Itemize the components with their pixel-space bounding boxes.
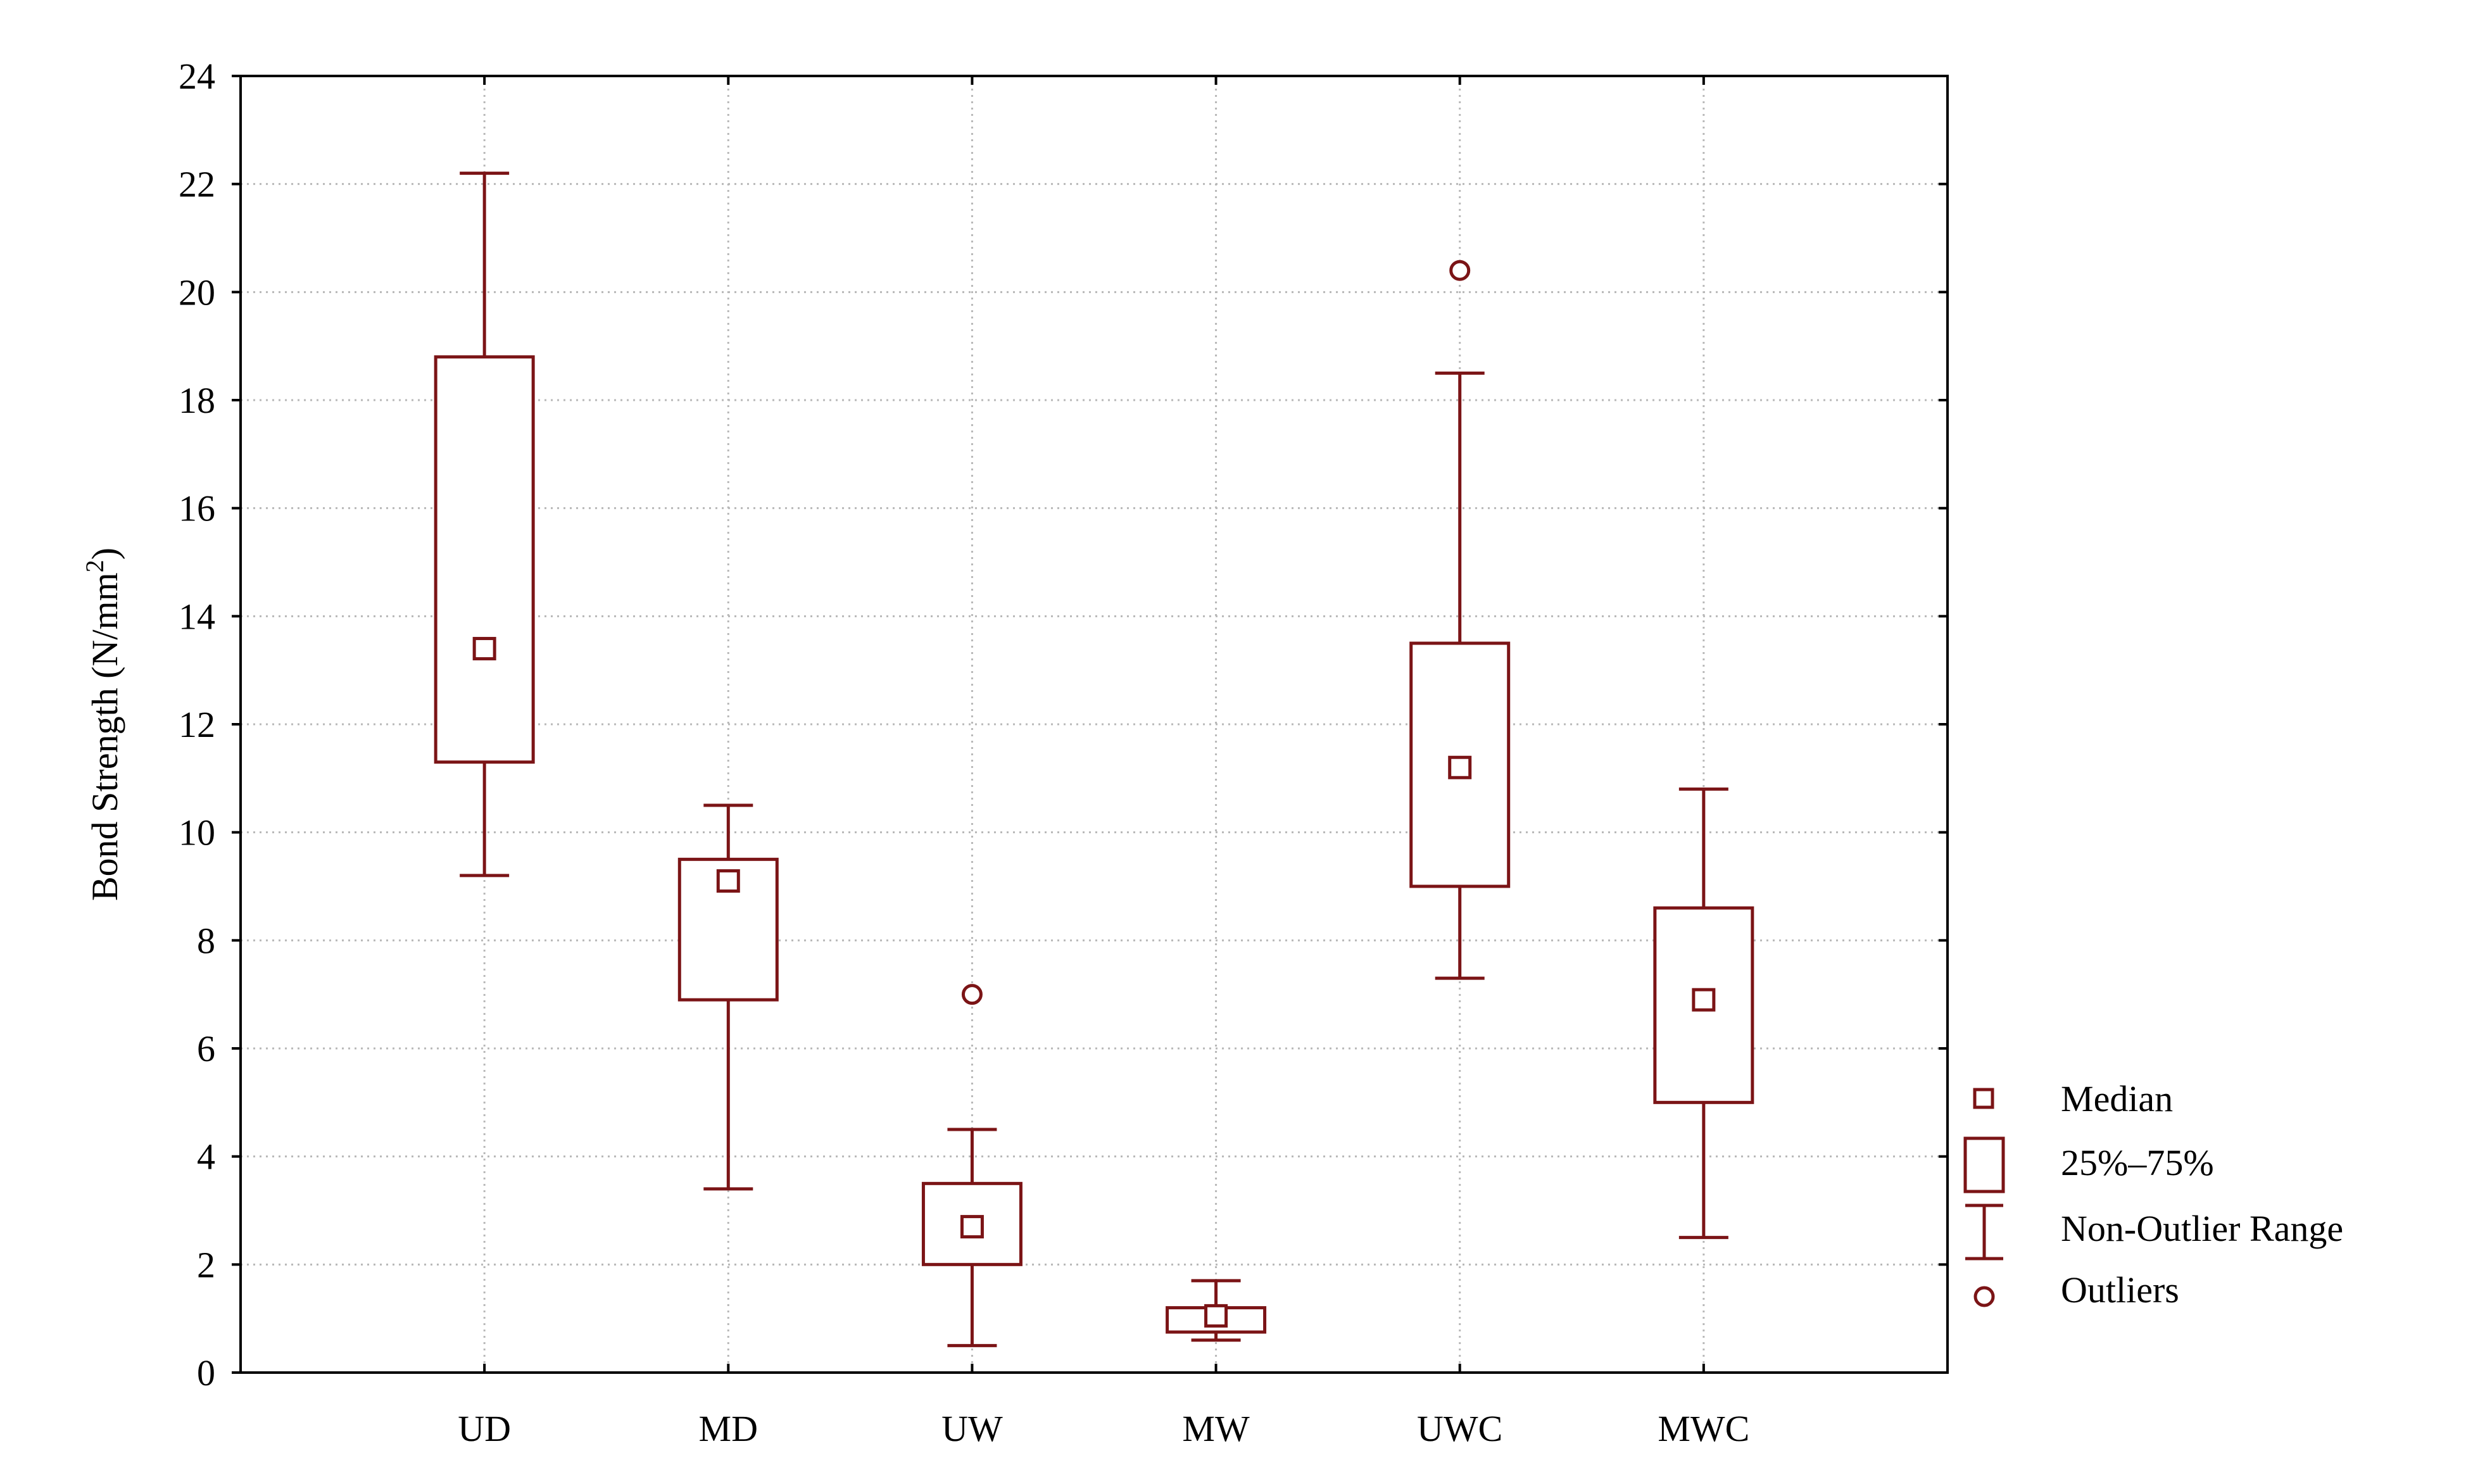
legend-median-icon	[1973, 1088, 1994, 1109]
box-ud	[434, 172, 535, 877]
x-tick-label-mw: MW	[1182, 1408, 1250, 1449]
legend: Median 25%–75% Non-Outlier Range Outlier…	[1963, 1078, 2343, 1311]
box-uw	[921, 984, 1023, 1347]
x-axis: UD MD UW MW UWC MWC	[458, 76, 1749, 1449]
x-tick-label-uw: UW	[941, 1408, 1003, 1449]
median-marker	[960, 1215, 984, 1239]
box-mw	[1166, 1279, 1267, 1342]
legend-outlier-label: Outliers	[2061, 1269, 2179, 1311]
y-tick-label: 20	[179, 272, 215, 313]
legend-range-label: Non-Outlier Range	[2061, 1208, 2343, 1249]
median-marker	[716, 869, 740, 893]
x-tick-label-md: MD	[699, 1408, 758, 1449]
y-tick-label: 24	[179, 56, 215, 97]
legend-box-icon	[1963, 1136, 2005, 1193]
median-marker	[1692, 988, 1716, 1012]
median-marker	[1448, 755, 1472, 779]
x-tick-label-uwc: UWC	[1417, 1408, 1502, 1449]
x-tick-label-ud: UD	[458, 1408, 511, 1449]
y-tick-label: 6	[197, 1028, 215, 1069]
y-axis-label-superscript: 2	[80, 560, 109, 572]
y-tick-label: 16	[179, 488, 215, 529]
boxes	[434, 172, 1754, 1347]
y-tick-label: 12	[179, 704, 215, 745]
y-axis-label-suffix: )	[84, 548, 125, 560]
box-uwc	[1409, 260, 1511, 980]
y-tick-label: 14	[179, 596, 215, 637]
y-axis-label-main: Bond Strength (N/mm	[84, 572, 125, 901]
y-tick-label: 4	[197, 1136, 215, 1178]
box-md	[677, 803, 779, 1191]
legend-box-label: 25%–75%	[2061, 1142, 2214, 1183]
y-tick-label: 8	[197, 920, 215, 961]
y-tick-label: 0	[197, 1352, 215, 1393]
y-tick-label: 18	[179, 380, 215, 421]
median-marker	[1204, 1304, 1228, 1328]
outlier-point	[961, 984, 983, 1005]
outlier-point	[1449, 260, 1471, 281]
median-marker	[472, 637, 496, 661]
x-tick-label-mwc: MWC	[1658, 1408, 1749, 1449]
y-axis-label: Bond Strength (N/mm2)	[80, 548, 126, 901]
y-tick-label: 10	[179, 812, 215, 853]
box-mwc	[1653, 787, 1754, 1240]
iqr-box	[434, 355, 535, 764]
y-tick-label: 22	[179, 164, 215, 205]
y-tick-label: 2	[197, 1244, 215, 1285]
legend-outlier-icon	[1973, 1286, 1995, 1307]
iqr-box	[677, 857, 779, 1002]
legend-median-label: Median	[2061, 1078, 2173, 1119]
